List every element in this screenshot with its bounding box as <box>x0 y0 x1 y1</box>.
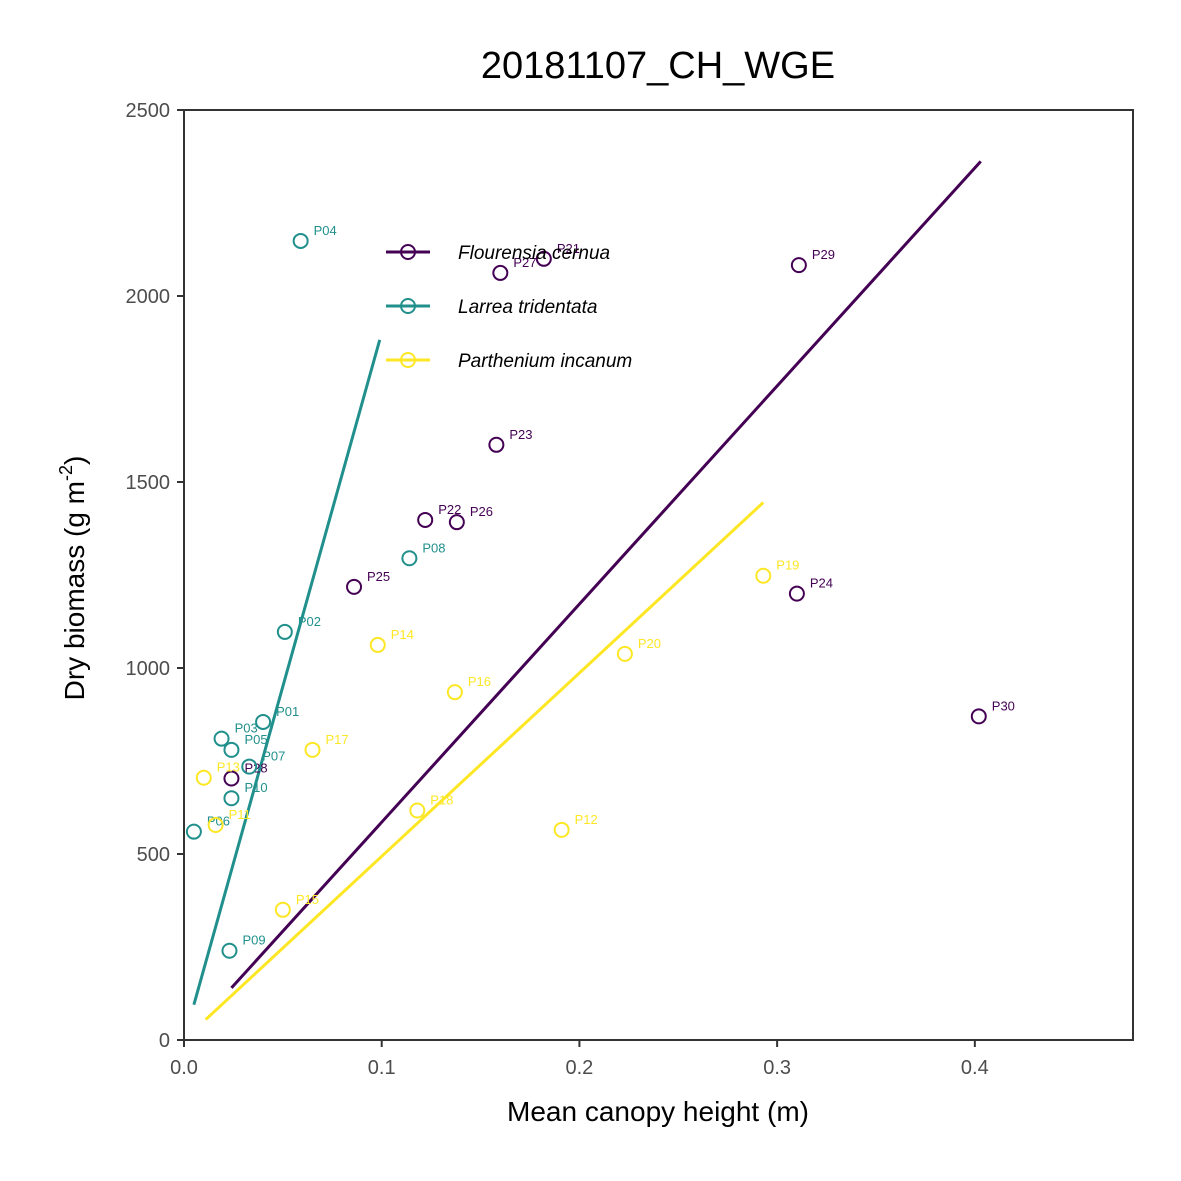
point-label: P05 <box>244 732 267 747</box>
data-point-p02 <box>276 623 293 640</box>
data-point-p13 <box>195 769 212 786</box>
legend-key-marker <box>400 298 416 314</box>
data-point-p10 <box>223 790 240 807</box>
data-point-p07 <box>241 758 258 775</box>
data-point-p27 <box>492 264 509 281</box>
point-label: P02 <box>298 614 321 629</box>
data-point-p30 <box>970 708 987 725</box>
point-label: P27 <box>513 255 536 270</box>
legend: Flourensia cernua Larrea tridentata Parthe… <box>386 243 632 372</box>
point-label: P24 <box>810 576 833 591</box>
chart-title: 20181107_CH_WGE <box>481 45 835 87</box>
data-point-p20 <box>616 645 633 662</box>
legend-key-marker <box>400 244 416 260</box>
data-point-p06 <box>185 823 202 840</box>
x-tick-label: 0.4 <box>961 1057 989 1079</box>
plot-panel-border <box>183 109 1134 1041</box>
point-label: P21 <box>557 241 580 256</box>
data-point-p16 <box>446 684 463 701</box>
legend-label: Flourensia cernua <box>458 243 610 264</box>
point-label: P22 <box>438 502 461 517</box>
point-label: P19 <box>776 558 799 573</box>
y-tick-label: 500 <box>137 844 170 866</box>
y-axis-title-main: Dry biomass (g m <box>59 481 90 700</box>
point-label: P25 <box>367 569 390 584</box>
y-tick-label: 2000 <box>126 286 171 308</box>
fit-line-flourensia-cernua <box>230 160 982 989</box>
point-label: P15 <box>296 892 319 907</box>
data-point-p08 <box>401 550 418 567</box>
data-point-p09 <box>221 942 238 959</box>
x-tick-label: 0.2 <box>566 1057 594 1079</box>
point-label: P08 <box>422 540 445 555</box>
y-tick-label: 1500 <box>126 472 171 494</box>
data-point-p04 <box>292 232 309 249</box>
point-label: P12 <box>575 812 598 827</box>
data-point-p24 <box>788 585 805 602</box>
point-label: P20 <box>638 636 661 651</box>
point-label: P26 <box>470 504 493 519</box>
legend-key-marker <box>400 352 416 368</box>
legend-label: Parthenium incanum <box>458 351 632 372</box>
data-point-p03 <box>213 730 230 747</box>
x-axis: 0.0 0.1 0.2 0.3 0.4 <box>170 1040 989 1079</box>
point-label: P11 <box>229 807 251 822</box>
x-axis-title: Mean canopy height (m) <box>507 1096 809 1127</box>
point-label: P23 <box>509 427 532 442</box>
data-point-p01 <box>255 713 272 730</box>
point-label: P04 <box>314 223 337 238</box>
point-label: P16 <box>468 674 491 689</box>
point-label: P13 <box>217 760 240 775</box>
y-axis-title: Dry biomass (g m-2) <box>56 456 90 701</box>
point-label: P10 <box>244 780 267 795</box>
data-point-p21 <box>535 250 552 267</box>
data-point-p28 <box>223 770 240 787</box>
y-axis: 0 500 1000 1500 2000 2500 <box>126 100 184 1052</box>
point-label: P29 <box>812 247 835 262</box>
data-point-p12 <box>553 821 570 838</box>
point-label: P06 <box>207 814 230 829</box>
data-point-p17 <box>304 741 321 758</box>
data-point-p18 <box>409 802 426 819</box>
y-axis-title-suffix: ) <box>59 456 90 465</box>
data-point-p19 <box>755 567 772 584</box>
y-tick-label: 0 <box>159 1030 170 1052</box>
point-label: P07 <box>262 749 285 764</box>
data-point-p11 <box>207 816 224 833</box>
point-label: P18 <box>430 792 453 807</box>
fit-line-larrea-tridentata <box>192 339 382 1006</box>
x-tick-label: 0.1 <box>368 1057 396 1079</box>
data-point-p23 <box>488 436 505 453</box>
x-tick-label: 0.3 <box>763 1057 791 1079</box>
y-tick-label: 1000 <box>126 658 171 680</box>
data-point-p29 <box>790 257 807 274</box>
data-points: P21P22P23P24P25P26P27P28P29P30P01P02P03P… <box>185 223 1015 959</box>
data-point-p05 <box>223 741 240 758</box>
y-tick-label: 2500 <box>126 100 171 122</box>
regression-lines <box>192 160 982 1021</box>
point-label: P14 <box>391 627 414 642</box>
point-label: P03 <box>235 721 258 736</box>
point-label: P30 <box>992 698 1015 713</box>
point-label: P17 <box>326 732 349 747</box>
point-label: P01 <box>276 704 299 719</box>
y-axis-title-superscript: -2 <box>56 465 76 481</box>
data-point-p22 <box>417 511 434 528</box>
fit-line-parthenium-incanum <box>204 501 765 1021</box>
legend-label: Larrea tridentata <box>458 297 597 318</box>
data-point-p25 <box>346 578 363 595</box>
data-point-p15 <box>274 901 291 918</box>
data-point-p14 <box>369 636 386 653</box>
point-label: P09 <box>242 933 265 948</box>
data-point-p26 <box>448 514 465 531</box>
x-tick-label: 0.0 <box>170 1057 198 1079</box>
